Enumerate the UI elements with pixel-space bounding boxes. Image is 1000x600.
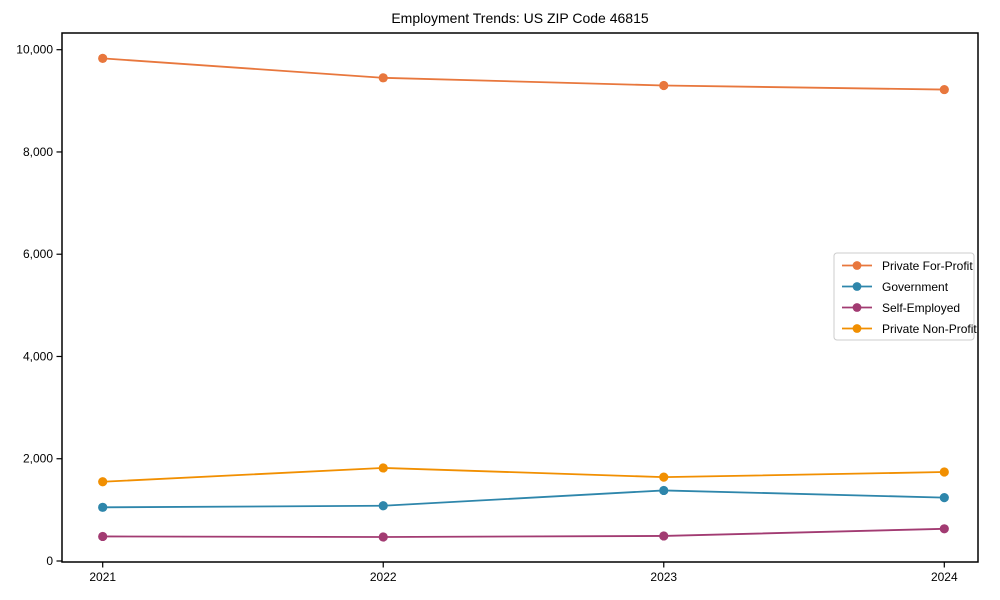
legend-sample-marker	[852, 282, 862, 291]
legend-sample-marker	[852, 261, 862, 270]
y-tick-label: 8,000	[23, 145, 53, 159]
data-point-marker	[939, 84, 949, 95]
data-point-marker	[98, 477, 108, 487]
data-point-marker	[659, 485, 669, 496]
y-tick-label: 4,000	[23, 349, 53, 363]
data-point-marker	[939, 524, 949, 534]
chart-title: Employment Trends: US ZIP Code 46815	[391, 10, 649, 26]
legend-sample-marker	[852, 303, 862, 312]
legend-sample-marker	[852, 324, 862, 333]
legend-entry-label: Government	[882, 280, 949, 294]
data-point-marker	[659, 80, 669, 91]
legend-box	[833, 252, 975, 341]
y-tick-label: 6,000	[23, 247, 53, 261]
data-point-marker	[98, 502, 108, 512]
legend-entry-label: Private Non-Profit	[882, 322, 977, 336]
data-point-marker	[378, 463, 388, 473]
x-tick-label: 2024	[931, 570, 958, 584]
data-point-marker	[659, 531, 669, 541]
y-tick-label: 10,000	[16, 43, 53, 57]
series-line-government	[101, 489, 946, 509]
x-tick-label: 2021	[89, 570, 116, 584]
x-tick-label: 2023	[650, 570, 677, 584]
data-point-marker	[939, 467, 949, 477]
data-point-marker	[98, 53, 108, 63]
series-line-self-employed	[101, 527, 946, 538]
data-point-marker	[378, 501, 388, 511]
y-tick-label: 2,000	[23, 452, 53, 466]
x-tick-label: 2022	[370, 570, 397, 584]
data-point-marker	[98, 531, 108, 542]
series-line-private-for-profit	[101, 57, 946, 91]
axes-spines	[61, 32, 979, 563]
data-point-marker	[378, 73, 388, 83]
plot-area: 0 2,000 4,000 6,000 8,000 10,000 2021 2022 2023 2…	[16, 32, 979, 584]
series-line-private-non-profit	[101, 467, 946, 483]
y-tick-label: 0	[46, 554, 53, 568]
legend-entry-label: Self-Employed	[882, 301, 960, 315]
data-point-marker	[939, 492, 949, 503]
data-point-marker	[378, 532, 388, 542]
data-point-marker	[659, 472, 669, 482]
legend-entry-label: Private For-Profit	[882, 259, 973, 273]
